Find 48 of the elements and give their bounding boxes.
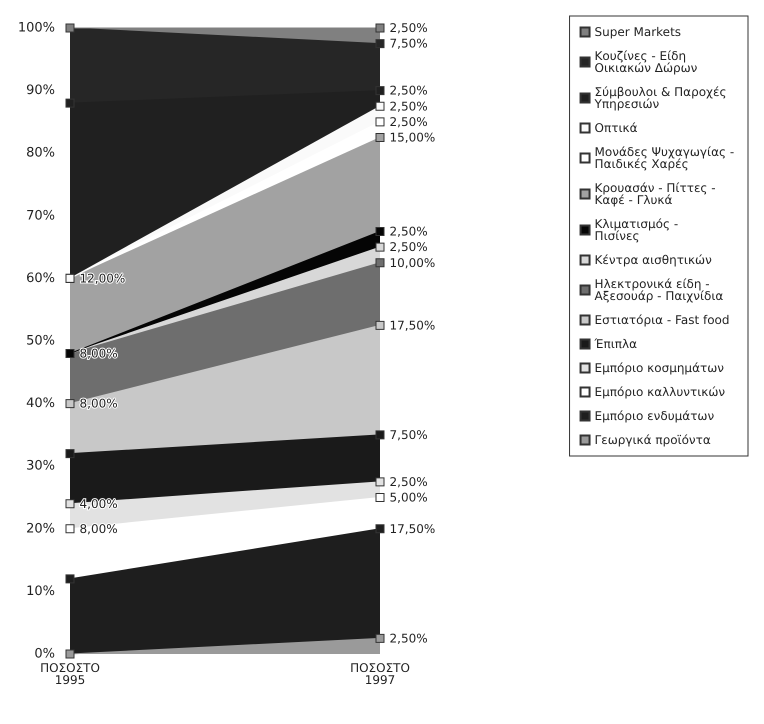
legend-label: Εστιατόρια - Fast food bbox=[594, 313, 730, 327]
legend-label: Έπιπλα bbox=[594, 337, 638, 351]
y-tick-label: 70% bbox=[26, 208, 55, 224]
data-label: 12,00% bbox=[80, 271, 126, 286]
y-tick-label: 20% bbox=[26, 521, 55, 536]
data-label: 2,50% bbox=[390, 631, 428, 646]
data-label: 2,50% bbox=[390, 240, 428, 254]
legend-label: Γεωργικά προϊόντα bbox=[594, 433, 711, 447]
legend-label: Οπτικά bbox=[594, 121, 638, 135]
y-tick-label: 100% bbox=[18, 20, 55, 36]
data-label: 2,50% bbox=[390, 99, 428, 114]
data-label: 4,00% bbox=[80, 496, 118, 511]
data-label: 2,50% bbox=[390, 474, 428, 489]
data-label: 17,50% bbox=[390, 318, 436, 332]
data-label: 17,50% bbox=[390, 522, 436, 536]
legend-label: Ηλεκτρονικά είδη - Αξεσουάρ - Παιχνίδια bbox=[594, 277, 724, 303]
y-tick-label: 90% bbox=[26, 83, 55, 98]
y-tick-label: 50% bbox=[26, 334, 55, 348]
data-label: 8,00% bbox=[80, 396, 118, 411]
data-label: 2,50% bbox=[390, 21, 428, 35]
legend-label: Μονάδες Ψυχαγωγίας - Παιδικές Χαρές bbox=[594, 145, 738, 171]
legend-label: Εμπόριο κοσμημάτων bbox=[594, 361, 724, 375]
x-tick-label: ΠΟΣΟΣΤΟ 1995 bbox=[40, 661, 100, 687]
legend-label: Εμπόριο καλλυντικών bbox=[594, 385, 726, 399]
y-tick-label: 0% bbox=[34, 646, 55, 662]
data-label: 7,50% bbox=[390, 36, 428, 51]
legend-label: Κουζίνες - Είδη Οικιακών Δώρων bbox=[594, 49, 698, 75]
y-tick-label: 40% bbox=[26, 396, 55, 412]
y-tick-label: 10% bbox=[26, 584, 55, 599]
data-label: 8,00% bbox=[80, 346, 118, 361]
legend-label: Κρουασάν - Πίττες - Καφέ - Γλυκά bbox=[594, 181, 720, 207]
data-label: 2,50% bbox=[390, 84, 428, 98]
data-label: 2,50% bbox=[390, 114, 428, 129]
legend-label: Σύμβουλοι & Παροχές Υπηρεσιών bbox=[594, 85, 730, 111]
legend-label: Κέντρα αισθητικών bbox=[594, 253, 712, 267]
data-label: 10,00% bbox=[390, 256, 436, 270]
y-tick-label: 80% bbox=[26, 146, 55, 161]
legend-label: Super Markets bbox=[594, 25, 682, 39]
y-tick-label: 60% bbox=[26, 270, 55, 286]
data-label: 2,50% bbox=[390, 224, 428, 238]
data-label: 15,00% bbox=[390, 130, 436, 145]
y-tick-label: 30% bbox=[26, 458, 55, 474]
legend-label: Κλιματισμός - Πισίνες bbox=[594, 217, 682, 243]
data-label: 7,50% bbox=[390, 428, 428, 442]
data-label: 5,00% bbox=[390, 490, 428, 504]
legend-label: Εμπόριο ενδυμάτων bbox=[594, 409, 714, 423]
x-tick-label: ΠΟΣΟΣΤΟ 1997 bbox=[350, 661, 410, 687]
data-label: 8,00% bbox=[80, 522, 118, 536]
